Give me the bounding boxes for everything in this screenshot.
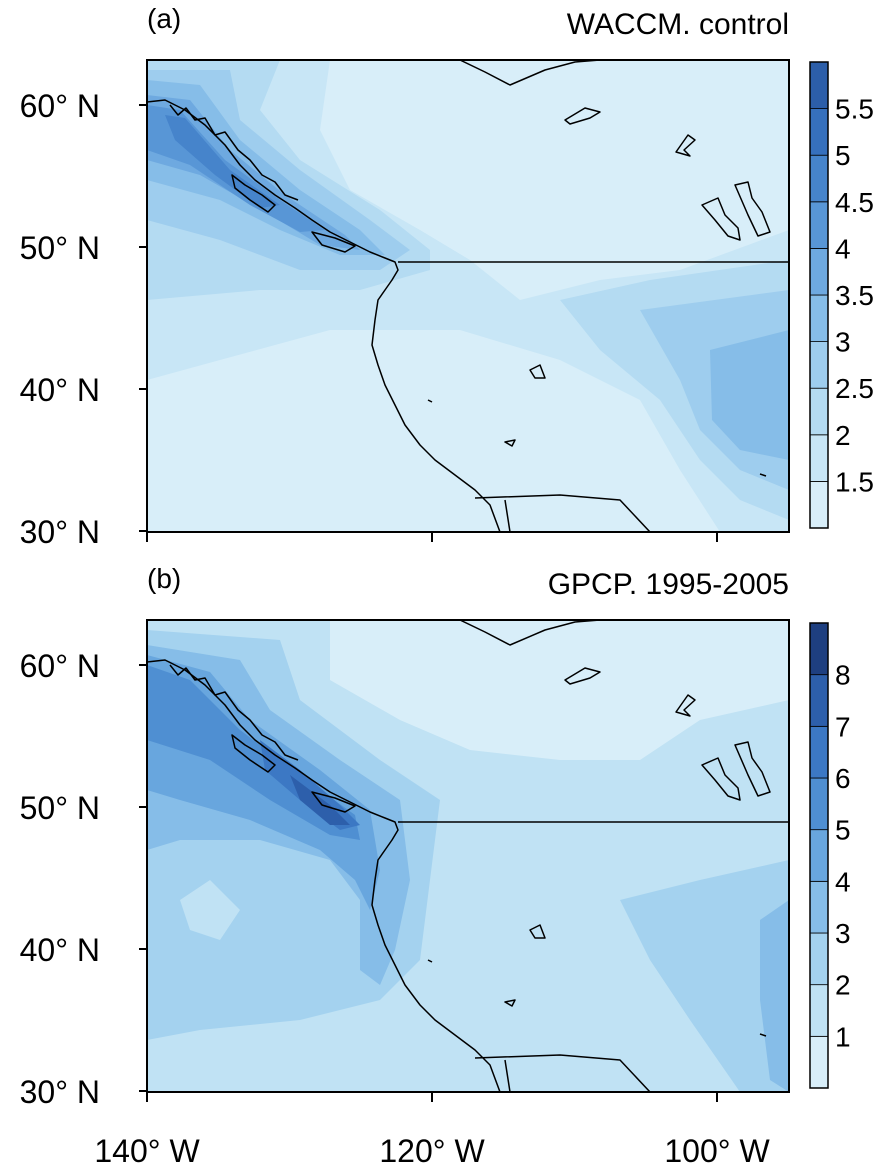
panel-a-colorbar-swatch-8 xyxy=(809,108,829,156)
panel-a-colorbar-swatch-2 xyxy=(809,387,829,436)
xtick-120w: 120° W xyxy=(379,1133,485,1169)
panel-a: (a) WACCM. control xyxy=(20,3,874,550)
panel-a-colorbar-swatch-6 xyxy=(809,201,829,249)
panel-a-ytick-30n: 30° N xyxy=(20,514,100,550)
panel-b: (b) GPCP. 1995-2005 xyxy=(20,563,851,1169)
panel-a-colorbar-tick-label: 4.5 xyxy=(835,187,874,218)
panel-a-colorbar-swatch-4 xyxy=(809,294,829,342)
panel-b-ytick-60n: 60° N xyxy=(20,648,100,684)
panel-b-ytick-40n: 40° N xyxy=(20,932,100,968)
panel-a-colorbar-tick-label: 1.5 xyxy=(835,466,874,497)
panel-b-ytick-30n: 30° N xyxy=(20,1074,100,1110)
panel-b-colorbar: 1 2 3 4 5 6 7 8 xyxy=(809,622,851,1089)
panel-b-colorbar-swatch-7 xyxy=(809,674,829,727)
panel-b-coastlines xyxy=(147,620,789,1092)
panel-b-colorbar-swatch-4 xyxy=(809,829,829,882)
panel-b-colorbar-tick-label: 7 xyxy=(835,711,851,742)
panel-a-colorbar-tick-label: 3.5 xyxy=(835,280,874,311)
panel-b-map xyxy=(147,620,789,1092)
panel-b-colorbar-swatch-3 xyxy=(809,880,829,934)
panel-a-colorbar-tick-label: 5 xyxy=(835,140,851,171)
xtick-100w: 100° W xyxy=(664,1133,770,1169)
panel-b-contour-7 xyxy=(290,775,350,825)
panel-b-colorbar-frame xyxy=(809,622,829,1089)
panel-b-contour-light-patch-2 xyxy=(442,915,465,960)
panel-b-colorbar-tick-label: 1 xyxy=(835,1021,851,1052)
panel-a-colorbar-swatch-1 xyxy=(809,434,829,482)
panel-a-colorbar-swatch-0 xyxy=(809,480,829,529)
panel-b-contour-6 xyxy=(260,740,360,830)
panel-a-title: WACCM. control xyxy=(567,8,789,41)
panel-b-x-axis xyxy=(146,1092,718,1102)
panel-a-colorbar-tick-label: 3 xyxy=(835,327,851,358)
panel-b-colorbar-swatch-2 xyxy=(809,932,829,986)
panel-a-colorbar: 1.5 2 2.5 3 3.5 4 4.5 5 5.5 xyxy=(809,61,874,529)
panel-b-colorbar-swatch-1 xyxy=(809,984,829,1037)
panel-b-colorbar-tick-label: 2 xyxy=(835,970,851,1001)
panel-b-colorbar-tick-label: 5 xyxy=(835,815,851,846)
panel-a-ytick-60n: 60° N xyxy=(20,88,100,124)
panel-a-colorbar-tick-label: 4 xyxy=(835,233,851,264)
panel-a-colorbar-swatch-9 xyxy=(809,61,829,109)
panel-a-coastlines xyxy=(147,60,789,532)
panel-b-colorbar-swatch-0 xyxy=(809,1035,829,1089)
panel-b-y-axis xyxy=(139,664,147,1092)
panel-b-contour-3b xyxy=(760,900,789,1092)
panel-a-colorbar-swatch-7 xyxy=(809,154,829,203)
panel-b-colorbar-tick-label: 3 xyxy=(835,918,851,949)
xtick-140w: 140° W xyxy=(94,1133,200,1169)
panel-a-ytick-40n: 40° N xyxy=(20,372,100,408)
panel-a-y-axis xyxy=(139,104,147,532)
panel-a-ytick-50n: 50° N xyxy=(20,230,100,266)
panel-a-contour-7 xyxy=(165,115,280,208)
panel-b-colorbar-swatch-8 xyxy=(809,622,829,676)
panel-a-map xyxy=(147,60,789,532)
panel-b-contour-2b xyxy=(620,860,789,1092)
panel-a-label: (a) xyxy=(147,3,181,34)
panel-b-colorbar-tick-label: 4 xyxy=(835,866,851,897)
panel-b-label: (b) xyxy=(147,563,181,594)
panel-a-frame xyxy=(146,59,790,533)
panel-b-ytick-50n: 50° N xyxy=(20,790,100,826)
panel-b-frame xyxy=(146,619,790,1093)
panel-b-contour-light-patch xyxy=(180,880,240,940)
panel-a-colorbar-tick-label: 5.5 xyxy=(835,94,874,125)
panel-a-colorbar-tick-label: 2 xyxy=(835,420,851,451)
panel-a-colorbar-tick-label: 2.5 xyxy=(835,373,874,404)
panel-b-colorbar-swatch-5 xyxy=(809,777,829,831)
panel-b-colorbar-swatch-6 xyxy=(809,725,829,779)
panel-a-colorbar-frame xyxy=(809,61,829,529)
panel-b-title: GPCP. 1995-2005 xyxy=(548,568,789,601)
panel-a-contour-4b xyxy=(710,330,789,460)
panel-b-colorbar-tick-label: 6 xyxy=(835,763,851,794)
panel-b-colorbar-tick-label: 8 xyxy=(835,660,851,691)
panel-a-colorbar-swatch-3 xyxy=(809,341,829,389)
panel-a-colorbar-swatch-5 xyxy=(809,247,829,296)
panel-a-x-axis xyxy=(146,532,718,542)
